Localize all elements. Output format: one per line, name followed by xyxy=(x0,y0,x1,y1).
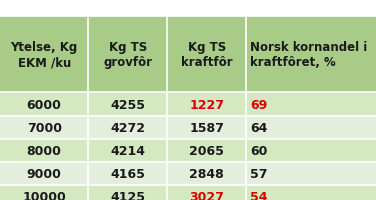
Text: 3027: 3027 xyxy=(190,190,224,200)
Bar xyxy=(0,139,88,162)
Bar xyxy=(246,116,376,139)
Bar xyxy=(167,139,246,162)
Text: 4255: 4255 xyxy=(110,98,146,111)
Text: 4165: 4165 xyxy=(111,167,145,180)
Bar xyxy=(246,139,376,162)
Text: 2065: 2065 xyxy=(190,144,224,157)
Bar xyxy=(0,17,88,93)
Text: 1587: 1587 xyxy=(190,121,224,134)
Bar xyxy=(167,116,246,139)
Text: 8000: 8000 xyxy=(27,144,62,157)
Bar xyxy=(0,116,88,139)
Bar xyxy=(167,162,246,185)
Text: 4214: 4214 xyxy=(110,144,146,157)
Text: 6000: 6000 xyxy=(27,98,62,111)
Text: 9000: 9000 xyxy=(27,167,62,180)
Text: 57: 57 xyxy=(250,167,268,180)
Bar xyxy=(0,93,88,116)
Bar xyxy=(0,162,88,185)
Bar xyxy=(88,185,167,200)
Bar xyxy=(167,185,246,200)
Bar xyxy=(246,162,376,185)
Text: 4125: 4125 xyxy=(110,190,146,200)
Text: Ytelse, Kg
EKM /ku: Ytelse, Kg EKM /ku xyxy=(11,41,78,69)
Bar xyxy=(0,185,88,200)
Bar xyxy=(167,17,246,93)
Text: 64: 64 xyxy=(250,121,267,134)
Bar xyxy=(88,17,167,93)
Text: 60: 60 xyxy=(250,144,267,157)
Text: Kg TS
kraftfôr: Kg TS kraftfôr xyxy=(181,41,233,69)
Text: 4272: 4272 xyxy=(110,121,146,134)
Text: Kg TS
grovfôr: Kg TS grovfôr xyxy=(103,41,152,69)
Text: 1227: 1227 xyxy=(189,98,224,111)
Bar xyxy=(246,17,376,93)
Bar xyxy=(246,93,376,116)
Text: 10000: 10000 xyxy=(22,190,66,200)
Bar xyxy=(88,93,167,116)
Text: 7000: 7000 xyxy=(27,121,62,134)
Bar xyxy=(88,139,167,162)
Bar xyxy=(246,185,376,200)
Text: 69: 69 xyxy=(250,98,267,111)
Text: 54: 54 xyxy=(250,190,268,200)
Text: 2848: 2848 xyxy=(190,167,224,180)
Bar xyxy=(167,93,246,116)
Text: Norsk kornandel i
kraftfôret, %: Norsk kornandel i kraftfôret, % xyxy=(250,41,367,69)
Bar xyxy=(88,162,167,185)
Bar xyxy=(88,116,167,139)
